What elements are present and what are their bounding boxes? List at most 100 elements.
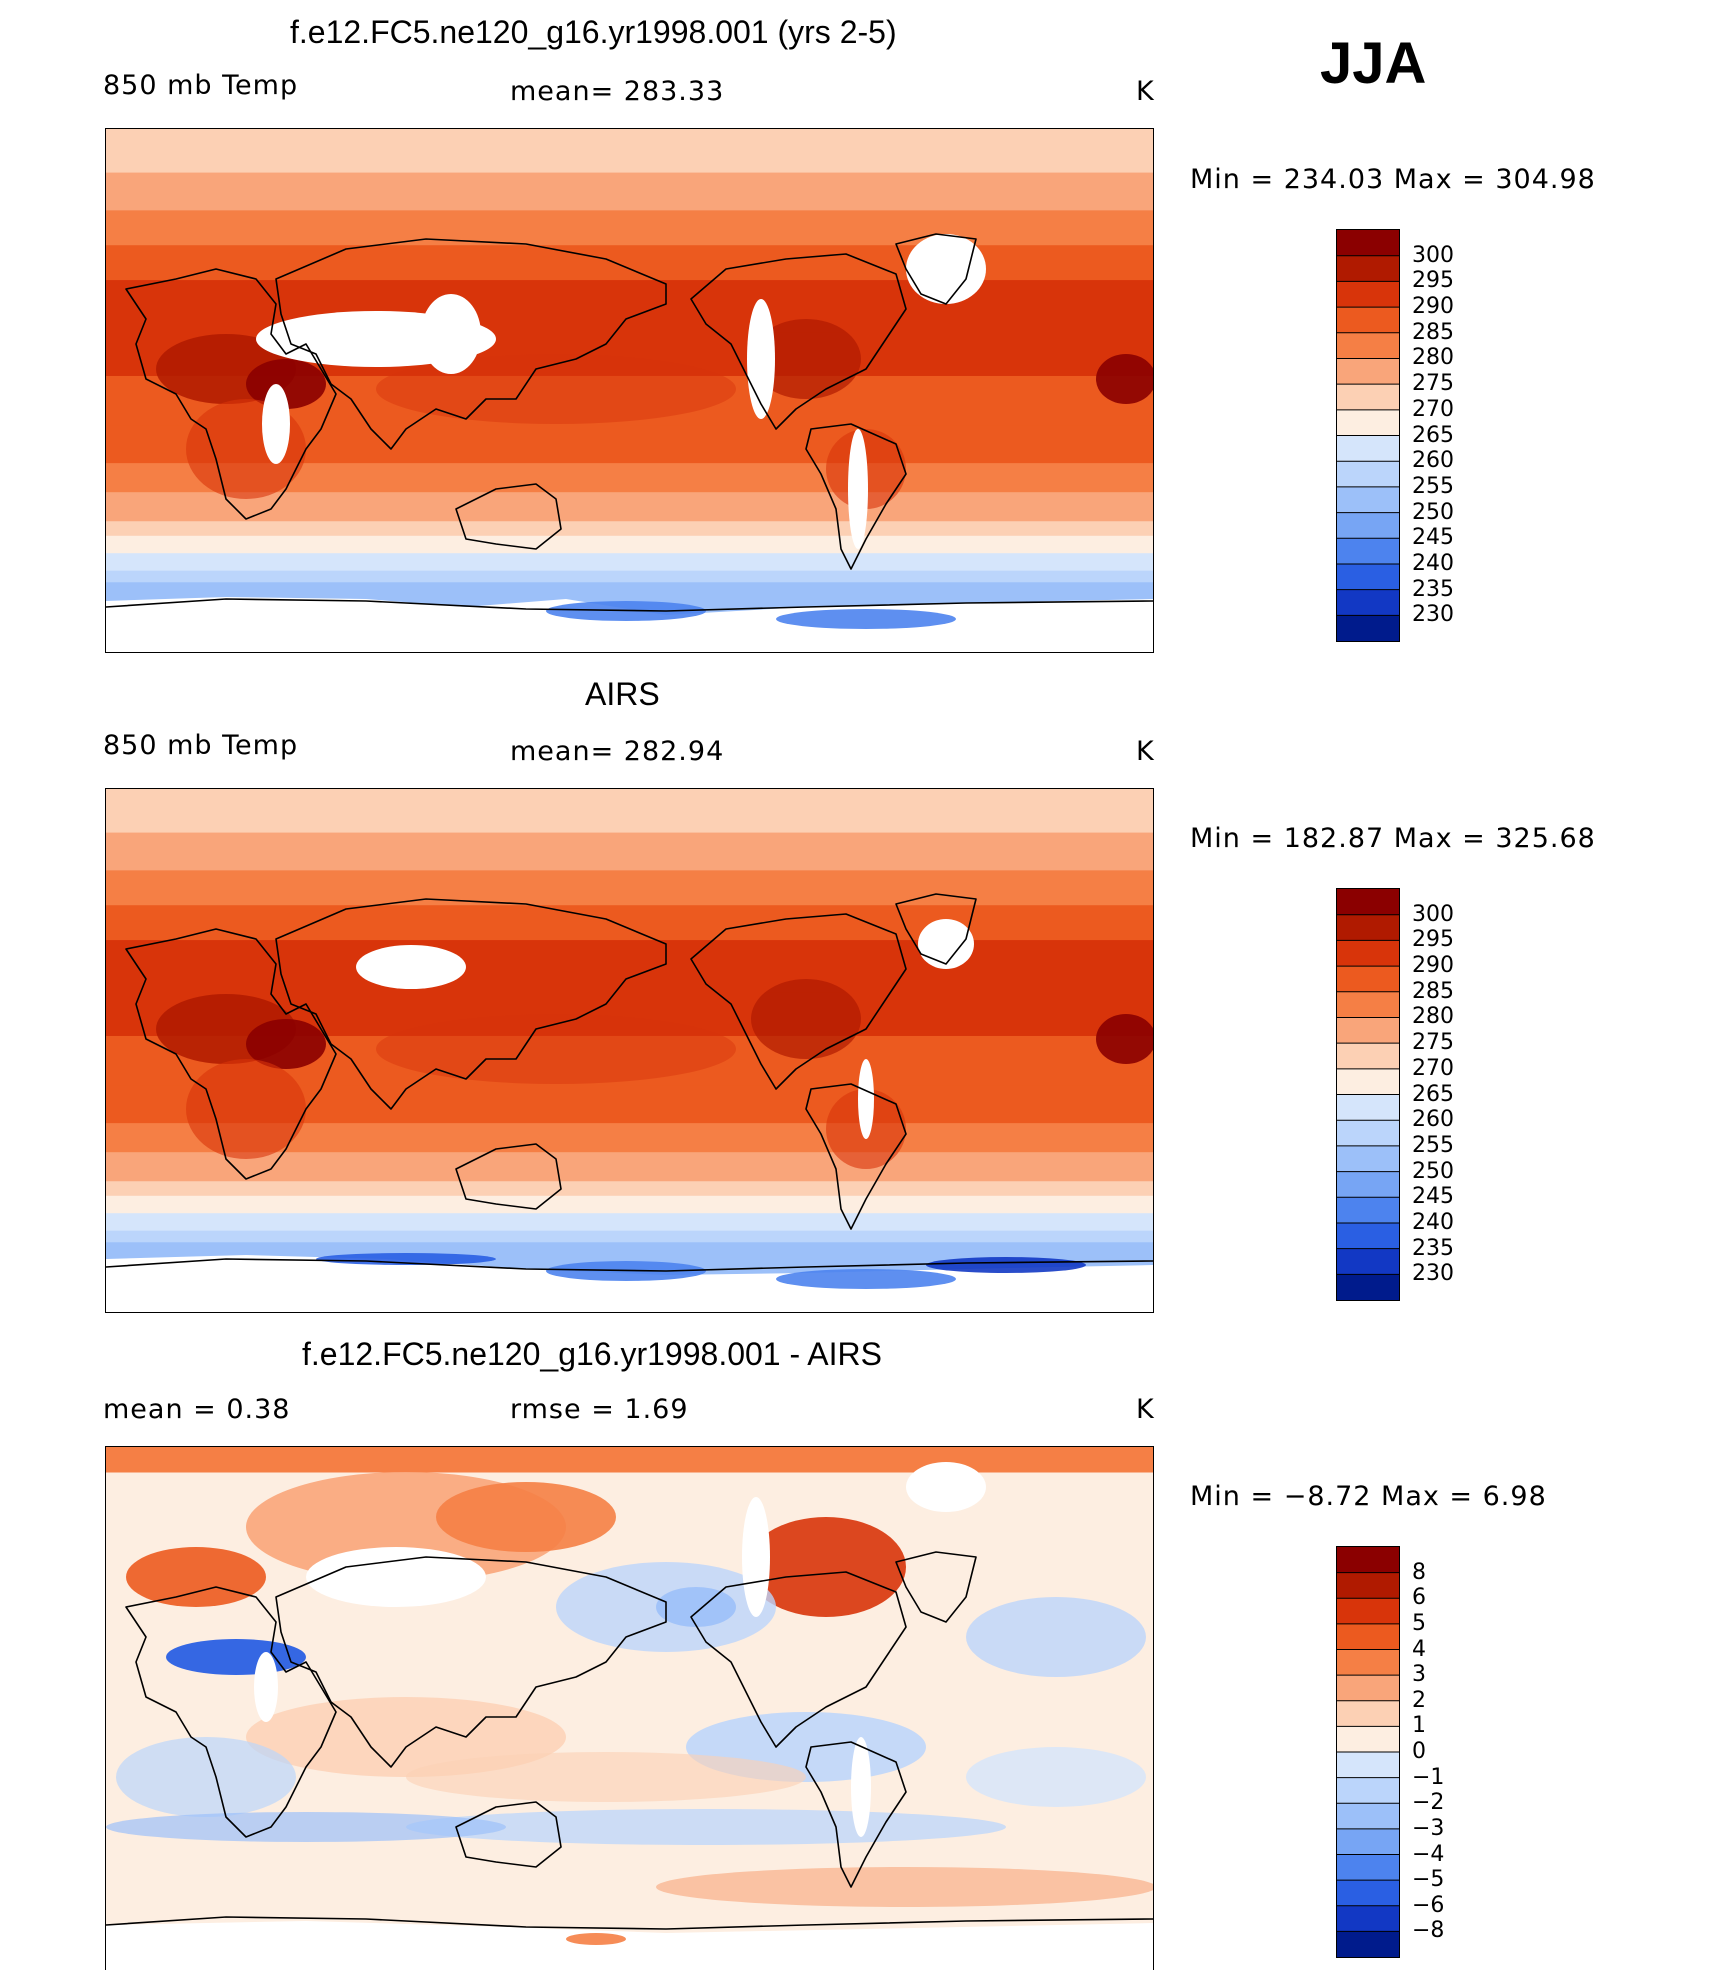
colorbar-box [1337,1171,1399,1198]
colorbar-box [1337,512,1399,539]
colorbar-tick-label: −6 [1412,1892,1445,1918]
colorbar-box [1337,281,1399,308]
colorbar-tick-label: 250 [1412,499,1454,525]
colorbar-box [1337,889,1399,916]
colorbar-tick-label: 255 [1412,1132,1454,1158]
colorbar-tick-label: 5 [1412,1610,1426,1636]
colorbar-box [1337,1623,1399,1650]
field-anomaly [246,1019,326,1069]
colorbar-box [1337,1854,1399,1881]
colorbar-tick-label: 280 [1412,345,1454,371]
panel3-colorbar-boxes [1337,1547,1399,1957]
panel1-title: f.e12.FC5.ne120_g16.yr1998.001 (yrs 2-5) [290,14,897,50]
colorbar-tick-label: 265 [1412,1081,1454,1107]
field-anomaly [742,1497,770,1617]
coastline [895,1551,977,1623]
field-band [106,553,1153,572]
colorbar-box [1337,1197,1399,1224]
field-anomaly [966,1597,1146,1677]
colorbar-tick-label: 1 [1412,1713,1426,1739]
colorbar-tick-label: 4 [1412,1636,1426,1662]
colorbar-box [1337,1547,1399,1574]
colorbar-box [1337,563,1399,591]
colorbar-box [1337,1649,1399,1676]
field-anomaly [566,1933,626,1945]
panel2-field [106,789,1153,1312]
colorbar-tick-label: 250 [1412,1158,1454,1184]
field-anomaly [306,1547,486,1607]
field-band [106,905,1153,941]
colorbar-tick-label: 280 [1412,1004,1454,1030]
colorbar-box [1337,1248,1399,1275]
colorbar-tick-label: 235 [1412,576,1454,602]
field-anomaly [1096,1014,1153,1064]
field-anomaly [776,609,956,629]
coastline [125,928,337,1180]
colorbar-tick-label: 6 [1412,1585,1426,1611]
colorbar-tick-label: −5 [1412,1867,1445,1893]
colorbar-box [1337,1880,1399,1907]
field-band [106,210,1153,246]
colorbar-box [1337,461,1399,488]
panel1-colorbar [1336,229,1400,642]
colorbar-tick-label: 265 [1412,422,1454,448]
colorbar-tick-label: 300 [1412,242,1454,268]
panel3-rmse-label: rmse = 1.69 [510,1394,689,1425]
colorbar-box [1337,589,1399,616]
colorbar-box [1337,1145,1399,1173]
field-anomaly [406,1752,806,1802]
colorbar-tick-label: 290 [1412,294,1454,320]
panel2-colorbar [1336,888,1400,1301]
panel3-title: f.e12.FC5.ne120_g16.yr1998.001 - AIRS [302,1336,882,1372]
panel1-minmax: Min = 234.03 Max = 304.98 [1190,164,1596,195]
coastline [275,898,667,1110]
coastline [125,1586,337,1838]
coastline [805,1741,907,1888]
colorbar-box [1337,1572,1399,1599]
field-anomaly [1096,354,1153,404]
field-anomaly [116,1737,296,1817]
colorbar-box [1337,409,1399,436]
colorbar-tick-label: 260 [1412,448,1454,474]
field-band [106,129,1153,174]
colorbar-box [1337,1675,1399,1702]
field-anomaly [858,1059,874,1139]
colorbar-tick-label: 275 [1412,1030,1454,1056]
field-band [106,1213,1153,1232]
coastline [106,1916,1153,1930]
coastline [690,913,907,1090]
field-band [106,521,1153,537]
field-anomaly [751,319,861,399]
colorbar-box [1337,384,1399,411]
coastline [895,893,977,965]
colorbar-box [1337,1700,1399,1727]
coastline [275,1556,667,1768]
field-anomaly [436,1482,616,1552]
colorbar-box [1337,1752,1399,1779]
colorbar-tick-label: 270 [1412,1055,1454,1081]
colorbar-box [1337,230,1399,257]
field-anomaly [421,294,481,374]
colorbar-box [1337,1828,1399,1855]
panel3-units-label: K [1136,1394,1155,1425]
panel2-minmax: Min = 182.87 Max = 325.68 [1190,823,1596,854]
field-anomaly [848,429,868,549]
colorbar-box [1337,332,1399,359]
colorbar-box [1337,435,1399,462]
colorbar-tick-label: 255 [1412,473,1454,499]
antarctica-mask [106,1255,1153,1312]
field-band [106,870,1153,906]
panel1-colorbar-boxes [1337,230,1399,641]
field-band [106,570,1153,583]
field-anomaly [751,979,861,1059]
panel1-map [105,128,1154,653]
coastline [106,598,1153,612]
field-anomaly [906,234,986,304]
colorbar-tick-label: 300 [1412,901,1454,927]
colorbar-box [1337,1068,1399,1095]
colorbar-tick-label: 0 [1412,1739,1426,1764]
colorbar-box [1337,1803,1399,1830]
field-anomaly [776,1269,956,1289]
colorbar-tick-label: 295 [1412,268,1454,294]
field-band [106,1447,1153,1473]
